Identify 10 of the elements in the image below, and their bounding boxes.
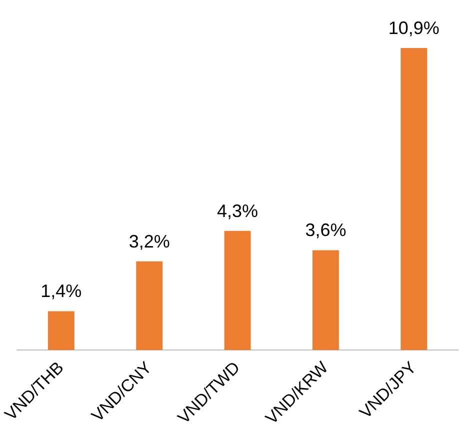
bar xyxy=(312,250,339,350)
bar xyxy=(400,48,428,350)
data-label: 1,4% xyxy=(40,281,82,302)
bar xyxy=(224,230,251,350)
bar xyxy=(48,311,74,350)
bar xyxy=(136,261,163,350)
data-label: 3,2% xyxy=(128,231,170,252)
data-label: 3,6% xyxy=(305,220,346,240)
data-label: 4,3% xyxy=(217,200,258,221)
data-label: 10,9% xyxy=(388,18,440,38)
